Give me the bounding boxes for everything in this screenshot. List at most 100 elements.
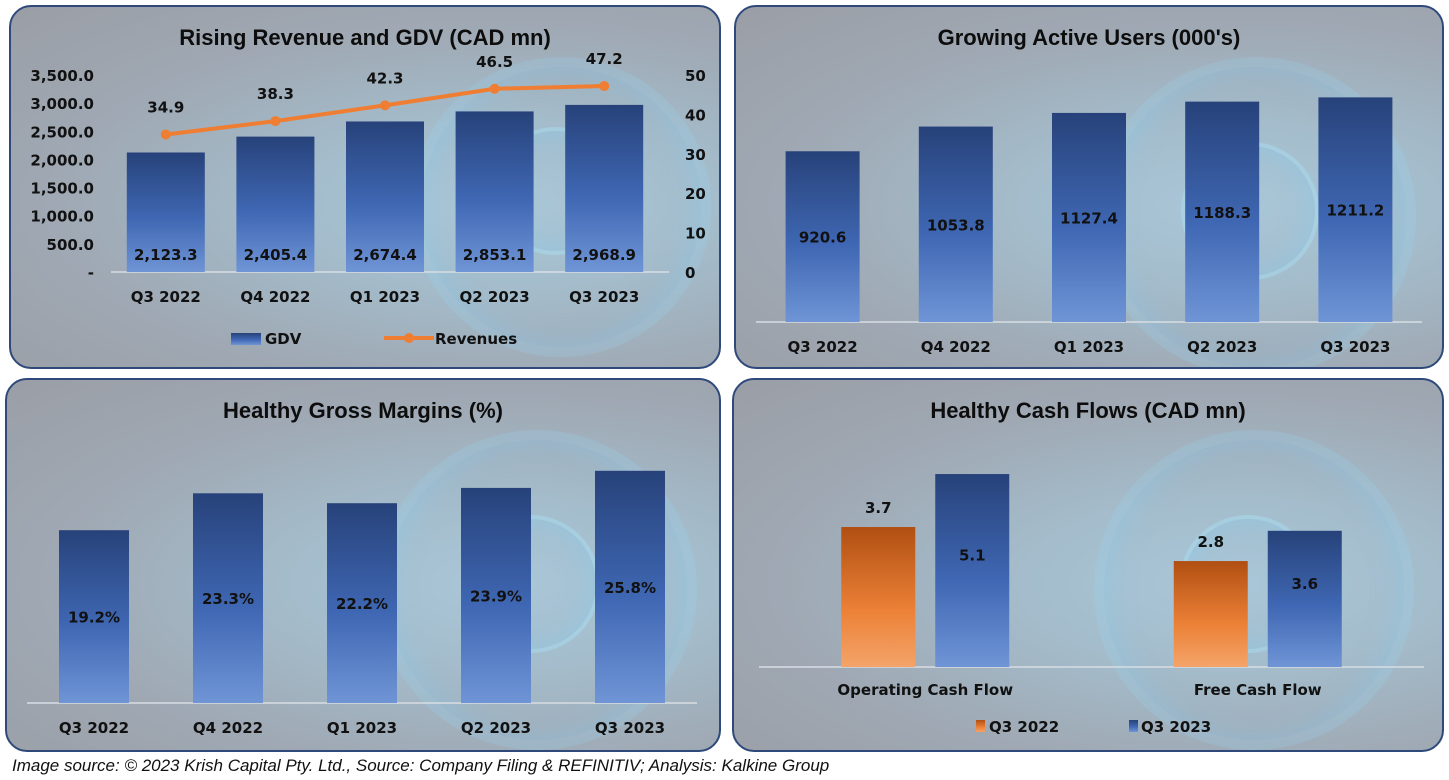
x-tick-label: Q4 2022 <box>193 719 263 737</box>
gdv-bar <box>565 104 644 272</box>
legend-revenues-label: Revenues <box>435 330 517 348</box>
bar <box>595 470 665 703</box>
bar-data-label: 1127.4 <box>1060 209 1118 227</box>
bar-data-label: 3.7 <box>865 499 892 517</box>
legend-q3-2023-swatch <box>1129 720 1138 732</box>
x-tick-label: Q1 2023 <box>350 288 420 306</box>
bar <box>1052 112 1126 322</box>
bar <box>327 503 397 703</box>
chart-title: Rising Revenue and GDV (CAD mn) <box>179 25 551 50</box>
bar-data-label: 23.9% <box>470 587 522 605</box>
revenues-data-label: 42.3 <box>366 69 403 87</box>
gdv-data-label: 2,405.4 <box>244 246 308 264</box>
bar-data-label: 920.6 <box>799 229 846 247</box>
legend-q3-2022-label: Q3 2022 <box>989 718 1059 736</box>
x-tick-label: Q3 2022 <box>788 338 858 356</box>
y-left-tick-label: 1,000.0 <box>30 208 94 226</box>
bar-data-label: 2.8 <box>1197 533 1224 551</box>
y-left-tick-label: 3,500.0 <box>30 67 94 85</box>
bar-data-label: 23.3% <box>202 590 254 608</box>
gdv-data-label: 2,853.1 <box>463 246 527 264</box>
bar-data-label: 5.1 <box>959 547 986 565</box>
bar <box>1318 97 1393 322</box>
legend-q3-2023-label: Q3 2023 <box>1141 718 1211 736</box>
active-users-chart: 920.6 Q3 2022 1053.8 Q4 2022 1127.4 Q1 2023 11… <box>756 97 1422 356</box>
x-tick-label: Q1 2023 <box>327 719 397 737</box>
x-tick-label: Q2 2023 <box>1187 338 1257 356</box>
bar-q3-2022 <box>1173 561 1248 667</box>
y-right-tick-label: 20 <box>685 185 706 203</box>
x-tick-label: Q2 2023 <box>461 719 531 737</box>
bar-q3-2023 <box>935 474 1010 667</box>
revenues-point <box>489 83 500 94</box>
panel-cash-flows: Healthy Cash Flows (CAD mn) 3.7 5.1 Operat… <box>732 378 1444 752</box>
revenues-point <box>270 116 281 127</box>
image-source-caption: Image source: © 2023 Krish Capital Pty. … <box>12 756 830 775</box>
y-right-tick-label: 0 <box>685 264 695 282</box>
revenue-gdv-chart: - 500.0 1,000.0 1,500.0 2,000.0 2,500.0 3,000.… <box>30 50 706 348</box>
revenues-point <box>160 129 171 140</box>
gdv-data-label: 2,968.9 <box>572 246 636 264</box>
bar-data-label: 25.8% <box>604 579 656 597</box>
panel-active-users: Growing Active Users (000's) 920.6 Q3 202… <box>734 5 1444 369</box>
x-tick-label: Q3 2022 <box>131 288 201 306</box>
gdv-bar <box>455 111 534 273</box>
panel-gross-margins: Healthy Gross Margins (%) 19.2% Q3 2022 23… <box>5 378 721 752</box>
y-left-tick-label: 3,000.0 <box>30 95 94 113</box>
x-tick-label: Q3 2023 <box>1320 338 1390 356</box>
y-right-tick-label: 30 <box>685 146 706 164</box>
revenues-data-label: 47.2 <box>586 50 623 68</box>
chart-title: Healthy Gross Margins (%) <box>223 398 503 423</box>
bar <box>193 493 263 703</box>
gdv-bar <box>126 152 205 272</box>
gdv-data-label: 2,674.4 <box>353 246 417 264</box>
bar-data-label: 1188.3 <box>1193 204 1251 222</box>
bar <box>461 487 531 703</box>
y-left-tick-label: 2,000.0 <box>30 151 94 169</box>
bar-data-label: 22.2% <box>336 595 388 613</box>
panel-revenue-gdv: Rising Revenue and GDV (CAD mn) - 500.0 1,… <box>9 5 721 369</box>
bar <box>1185 101 1260 323</box>
revenues-point <box>380 100 390 111</box>
bar <box>785 151 860 322</box>
gross-margins-chart: 19.2% Q3 2022 23.3% Q4 2022 22.2% Q1 2023 23.9… <box>27 470 697 737</box>
bar-q3-2023 <box>1267 530 1342 667</box>
legend-revenues-marker <box>404 333 414 343</box>
bar-q3-2022 <box>841 527 916 667</box>
bar-data-label: 1211.2 <box>1326 202 1384 220</box>
x-tick-label: Q4 2022 <box>921 338 991 356</box>
gdv-data-label: 2,123.3 <box>134 246 198 264</box>
legend-gdv-label: GDV <box>265 330 302 348</box>
y-left-tick-label: 2,500.0 <box>30 123 94 141</box>
x-tick-label: Operating Cash Flow <box>837 681 1013 699</box>
y-left-tick-label: 500.0 <box>47 236 94 254</box>
x-tick-label: Q3 2023 <box>569 288 639 306</box>
y-left-tick-label: - <box>88 264 94 282</box>
x-tick-label: Q1 2023 <box>1054 338 1124 356</box>
bar <box>59 530 129 703</box>
bar-data-label: 1053.8 <box>927 216 985 234</box>
y-left-tick-label: 1,500.0 <box>30 180 94 198</box>
x-tick-label: Q3 2022 <box>59 719 129 737</box>
y-right-tick-label: 10 <box>685 225 706 243</box>
revenues-data-label: 38.3 <box>257 85 294 103</box>
y-right-tick-label: 40 <box>685 106 706 124</box>
x-tick-label: Q3 2023 <box>595 719 665 737</box>
legend-gdv-swatch <box>231 333 261 345</box>
revenues-data-label: 34.9 <box>147 98 184 116</box>
chart-title: Healthy Cash Flows (CAD mn) <box>930 398 1246 423</box>
revenues-data-label: 46.5 <box>476 53 513 71</box>
cash-flows-chart: 3.7 5.1 Operating Cash Flow 2.8 3.6 Free Cash… <box>759 474 1424 736</box>
x-tick-label: Q2 2023 <box>460 288 530 306</box>
chart-title: Growing Active Users (000's) <box>937 25 1241 50</box>
gdv-bar <box>236 136 315 272</box>
legend-q3-2022-swatch <box>976 720 985 732</box>
revenues-point <box>599 81 610 92</box>
y-right-tick-label: 50 <box>685 67 706 85</box>
bar-data-label: 19.2% <box>68 609 120 627</box>
gdv-bar <box>346 121 424 272</box>
bar-data-label: 3.6 <box>1291 575 1318 593</box>
x-tick-label: Q4 2022 <box>240 288 310 306</box>
x-tick-label: Free Cash Flow <box>1194 681 1322 699</box>
bar <box>918 126 993 323</box>
